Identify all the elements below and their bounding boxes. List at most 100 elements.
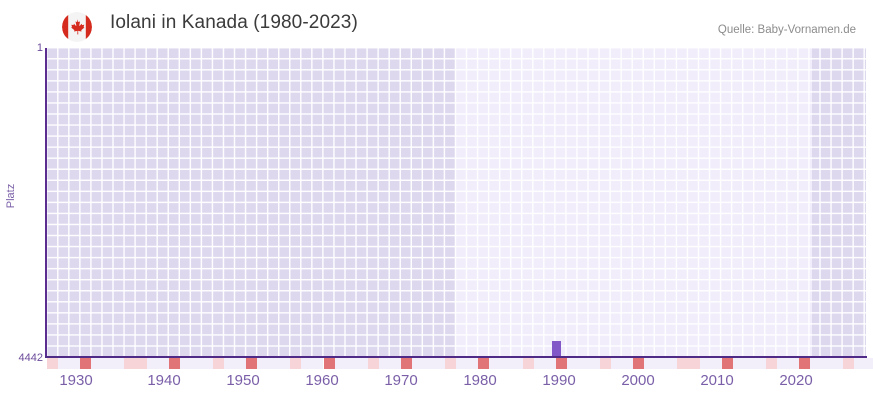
x-tick-cell: [69, 358, 81, 369]
x-tick-cell: [710, 358, 722, 369]
x-tick-cell: [423, 358, 435, 369]
y-axis-title: Platz: [5, 183, 17, 209]
x-tick-cell: [754, 358, 766, 369]
x-tick-cell: [655, 358, 667, 369]
x-axis-label-1950: 1950: [226, 372, 260, 389]
x-tick-cell: [666, 358, 678, 369]
x-tick-major: [721, 358, 733, 369]
x-axis-label-2010: 2010: [700, 372, 734, 389]
y-axis-max-label: 1: [3, 41, 43, 55]
y-axis-min-value: 4442: [18, 352, 43, 364]
x-tick-cell: [411, 358, 424, 369]
x-tick-cell: [201, 358, 213, 369]
x-tick-minor: [522, 358, 534, 369]
x-tick-cell: [544, 358, 556, 369]
x-tick-minor: [124, 358, 136, 369]
x-tick-cell: [832, 358, 844, 369]
x-tick-cell: [434, 358, 446, 369]
x-tick-major: [555, 358, 567, 369]
x-tick-cell: [345, 358, 357, 369]
x-tick-cell: [113, 358, 125, 369]
x-tick-minor: [677, 358, 689, 369]
x-tick-cell: [378, 358, 390, 369]
x-tick-cell: [312, 358, 324, 369]
x-tick-cell: [810, 358, 822, 369]
x-tick-minor: [600, 358, 612, 369]
x-tick-major: [799, 358, 811, 369]
chart-header: Iolani in Kanada (1980-2023) Quelle: Bab…: [0, 0, 873, 44]
x-tick-minor: [688, 358, 700, 369]
x-tick-cell: [334, 358, 346, 369]
x-tick-minor: [212, 358, 224, 369]
x-tick-minor: [135, 358, 147, 369]
x-axis-label-2000: 2000: [621, 372, 655, 389]
x-tick-cell: [179, 358, 191, 369]
x-axis-label-1970: 1970: [384, 372, 418, 389]
x-tick-cell: [146, 358, 158, 369]
source-credit: Quelle: Baby-Vornamen.de: [717, 24, 856, 36]
x-tick-major: [80, 358, 92, 369]
x-tick-cell: [58, 358, 70, 369]
x-tick-cell: [268, 358, 280, 369]
y-axis-min-label: 4442: [3, 351, 43, 365]
bar-1991[interactable]: [552, 341, 561, 357]
x-tick-major: [478, 358, 490, 369]
x-axis-label-1990: 1990: [542, 372, 576, 389]
x-tick-cell: [511, 358, 523, 369]
y-axis-line: [45, 48, 47, 358]
x-tick-minor: [290, 358, 302, 369]
x-axis-label-1960: 1960: [305, 372, 339, 389]
x-tick-cell: [776, 358, 788, 369]
grid-lines: [47, 48, 866, 357]
x-tick-minor: [367, 358, 379, 369]
x-tick-cell: [588, 358, 600, 369]
x-tick-cell: [500, 358, 512, 369]
x-axis-label-1930: 1930: [59, 372, 93, 389]
x-tick-major: [400, 358, 412, 369]
x-tick-major: [168, 358, 180, 369]
x-tick-major: [323, 358, 335, 369]
x-tick-cell: [489, 358, 501, 369]
x-tick-cell: [865, 358, 873, 369]
x-tick-cell: [732, 358, 744, 369]
x-tick-cell: [91, 358, 103, 369]
x-axis-label-1940: 1940: [147, 372, 181, 389]
x-tick-cell: [157, 358, 169, 369]
x-tick-cell: [301, 358, 313, 369]
x-tick-cell: [223, 358, 235, 369]
x-tick-cell: [389, 358, 401, 369]
x-tick-cell: [102, 358, 114, 369]
x-tick-cell: [190, 358, 202, 369]
x-tick-cell: [533, 358, 545, 369]
x-tick-cell: [821, 358, 833, 369]
page-title: Iolani in Kanada (1980-2023): [110, 12, 358, 33]
x-tick-cell: [356, 358, 368, 369]
x-tick-cell: [644, 358, 656, 369]
canada-flag-icon: [62, 12, 92, 42]
x-axis-label-1980: 1980: [463, 372, 497, 389]
x-tick-cell: [467, 358, 479, 369]
x-tick-minor: [765, 358, 777, 369]
x-tick-minor: [445, 358, 457, 369]
x-tick-cell: [566, 358, 578, 369]
x-axis-labels: 1930 1940 1950 1960 1970 1980 1990 2000 2010 2020: [0, 372, 873, 394]
x-tick-cell: [611, 358, 623, 369]
x-tick-cell: [279, 358, 291, 369]
x-tick-major: [633, 358, 645, 369]
y-axis-max-value: 1: [36, 42, 43, 54]
x-tick-cell: [743, 358, 755, 369]
x-tick-cell: [257, 358, 269, 369]
x-tick-cell: [788, 358, 800, 369]
x-tick-cell: [854, 358, 866, 369]
x-tick-cell: [622, 358, 634, 369]
x-tick-cell: [456, 358, 468, 369]
x-axis-label-2020: 2020: [779, 372, 813, 389]
x-tick-minor: [843, 358, 855, 369]
x-tick-major: [246, 358, 258, 369]
x-axis-tick-band: [47, 358, 873, 369]
x-tick-minor: [47, 358, 59, 369]
plot-area: [47, 48, 866, 357]
x-tick-cell: [235, 358, 247, 369]
x-tick-cell: [699, 358, 711, 369]
